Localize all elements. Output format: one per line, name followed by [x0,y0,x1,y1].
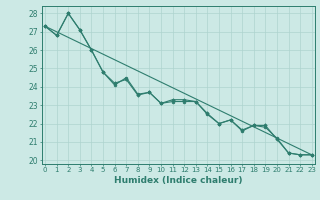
X-axis label: Humidex (Indice chaleur): Humidex (Indice chaleur) [114,176,243,185]
